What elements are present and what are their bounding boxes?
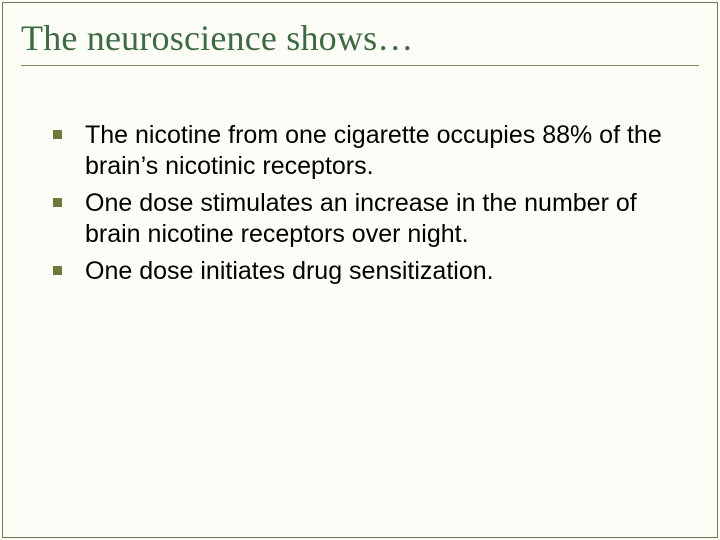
content-area: The nicotine from one cigarette occupies… xyxy=(3,76,717,287)
bullet-text: The nicotine from one cigarette occupies… xyxy=(85,120,687,182)
bullet-square-icon xyxy=(53,130,62,139)
title-block: The neuroscience shows… xyxy=(3,3,717,76)
list-item: The nicotine from one cigarette occupies… xyxy=(47,120,687,182)
bullet-square-icon xyxy=(53,198,62,207)
bullet-text: One dose initiates drug sensitization. xyxy=(85,256,687,287)
bullet-list: The nicotine from one cigarette occupies… xyxy=(47,120,687,287)
list-item: One dose initiates drug sensitization. xyxy=(47,256,687,287)
slide-frame: The neuroscience shows… The nicotine fro… xyxy=(2,2,718,538)
slide-title: The neuroscience shows… xyxy=(21,17,699,59)
bullet-text: One dose stimulates an increase in the n… xyxy=(85,188,687,250)
list-item: One dose stimulates an increase in the n… xyxy=(47,188,687,250)
bullet-square-icon xyxy=(53,266,62,275)
title-underline xyxy=(21,65,699,66)
